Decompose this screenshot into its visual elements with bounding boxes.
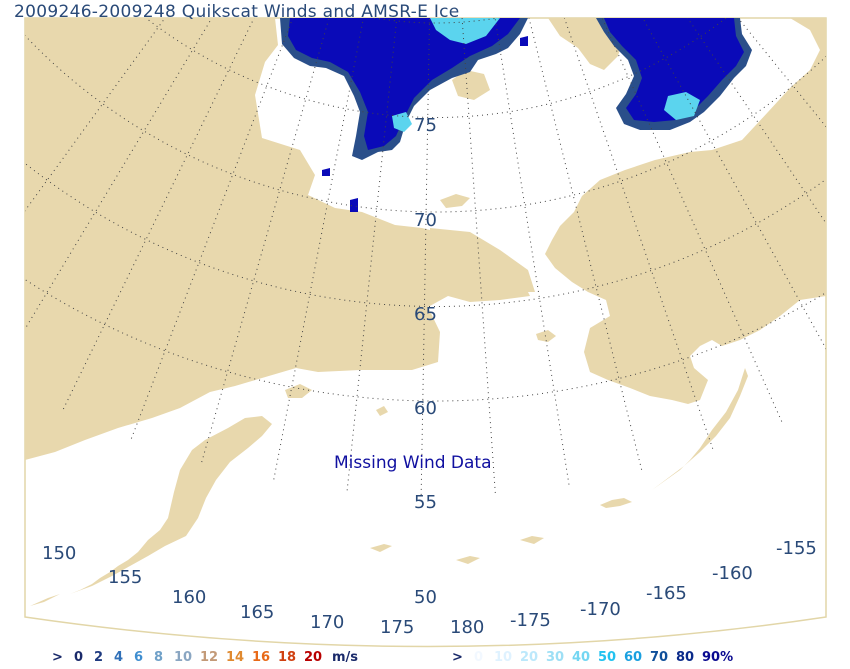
lon-label-minus-155: -155 xyxy=(776,538,817,559)
ice-legend-prefix: > xyxy=(452,650,463,665)
wind-legend-item: 0 xyxy=(74,650,84,665)
lon-label-155: 155 xyxy=(108,567,142,588)
land-st-matthew xyxy=(376,406,388,416)
wind-legend-item: 14 xyxy=(226,650,245,665)
land-arctic-island-1 xyxy=(226,52,256,84)
ice-legend-item: 80 xyxy=(676,650,695,665)
meridian-line xyxy=(448,18,496,494)
map-title: 2009246-2009248 Quikscat Winds and AMSR-… xyxy=(14,2,460,22)
ice-floe-2 xyxy=(350,198,358,212)
lon-label-180: 180 xyxy=(450,617,484,638)
lon-label-175: 175 xyxy=(380,617,414,638)
sea-ice xyxy=(280,18,752,212)
ice-legend-item: 70 xyxy=(650,650,669,665)
meridian-line xyxy=(481,18,643,471)
land-wrangel xyxy=(440,194,470,208)
ice-legend-item: 40 xyxy=(572,650,591,665)
land-islands-east-3 xyxy=(456,556,480,564)
ice-legend-item: 60 xyxy=(624,650,643,665)
land-nunivak xyxy=(285,384,312,398)
ice-legend-item: 0 xyxy=(474,650,484,665)
meridian-line xyxy=(541,18,826,351)
wind-legend-unit: m/s xyxy=(332,650,359,665)
lat-label-50: 50 xyxy=(414,587,437,608)
lat-label-55: 55 xyxy=(414,492,437,513)
ice-legend-item: 20 xyxy=(520,650,539,665)
meridian-line xyxy=(527,18,826,390)
land-seward xyxy=(430,228,535,292)
graticule xyxy=(25,18,826,496)
wind-legend-item: 12 xyxy=(200,650,219,665)
meridian-line xyxy=(497,18,714,450)
ice-legend-item: 90% xyxy=(702,650,734,665)
ice-legend-item: 50 xyxy=(598,650,617,665)
missing-data-note: Missing Wind Data xyxy=(334,453,492,473)
wind-legend-item: 2 xyxy=(94,650,104,665)
longitude-labels: 150 155 160 165 170 175 180 -175 -170 -1… xyxy=(42,538,817,638)
land-masses xyxy=(25,18,826,606)
meridian-line xyxy=(346,18,417,491)
meridian-line xyxy=(201,18,385,463)
wind-legend-item: 8 xyxy=(154,650,164,665)
land-islands-east-2 xyxy=(520,536,544,544)
ice-floe-1 xyxy=(322,168,330,176)
meridian-line xyxy=(62,18,354,410)
ice-legend-item: 10 xyxy=(494,650,513,665)
lon-label-160: 160 xyxy=(172,587,206,608)
land-islands-east xyxy=(600,498,632,508)
land-arctic-island-4 xyxy=(452,70,490,100)
wind-legend-item: 10 xyxy=(174,650,193,665)
color-legend: >0 2 4 6 8 10 12 14 16 18 20 m/s >0 10 20 30 40 50 60 70 80… xyxy=(0,648,850,669)
meridian-line xyxy=(25,18,326,334)
land-islands-east-4 xyxy=(370,544,392,552)
meridian-line xyxy=(273,18,401,480)
land-st-lawrence xyxy=(536,330,556,342)
lat-label-60: 60 xyxy=(414,398,437,419)
lon-label-minus-170: -170 xyxy=(580,599,621,620)
ice-pack-left-marginal xyxy=(430,18,500,44)
ice-pack-right xyxy=(604,18,744,122)
parallel-line-60 xyxy=(25,18,826,213)
wind-legend-item: 16 xyxy=(252,650,271,665)
meridian-line xyxy=(25,18,340,375)
ice-pack-left-marginal-2 xyxy=(392,112,412,132)
land-alaska-peninsula xyxy=(70,416,272,594)
latitude-labels: 75 70 65 60 55 50 xyxy=(414,115,437,608)
lon-label-170: 170 xyxy=(310,612,344,633)
lat-label-70: 70 xyxy=(414,210,437,231)
ice-pack-right-marginal xyxy=(664,92,700,120)
lon-label-150: 150 xyxy=(42,543,76,564)
ice-legend-item: 30 xyxy=(546,650,565,665)
meridian-line xyxy=(420,18,434,496)
wind-legend-item: 18 xyxy=(278,650,297,665)
land-alaska xyxy=(25,18,530,460)
wind-legend-item: 6 xyxy=(134,650,144,665)
lon-label-minus-160: -160 xyxy=(712,563,753,584)
land-chukotka xyxy=(545,18,826,404)
meridian-line xyxy=(465,18,570,486)
ice-pack-left xyxy=(288,18,520,150)
wind-legend-item: 20 xyxy=(304,650,323,665)
lon-label-minus-175: -175 xyxy=(510,610,551,631)
meridian-line xyxy=(512,18,783,423)
lon-label-minus-165: -165 xyxy=(646,583,687,604)
lat-label-75: 75 xyxy=(414,115,437,136)
lat-label-65: 65 xyxy=(414,304,437,325)
wind-legend-item: 4 xyxy=(114,650,124,665)
meridian-line xyxy=(554,18,826,307)
lon-label-165: 165 xyxy=(240,602,274,623)
wind-legend-prefix: > xyxy=(52,650,63,665)
map-frame xyxy=(24,17,827,648)
meridian-line xyxy=(130,18,369,440)
land-aleutian-west xyxy=(30,594,60,606)
ice-floe-3 xyxy=(520,36,528,46)
